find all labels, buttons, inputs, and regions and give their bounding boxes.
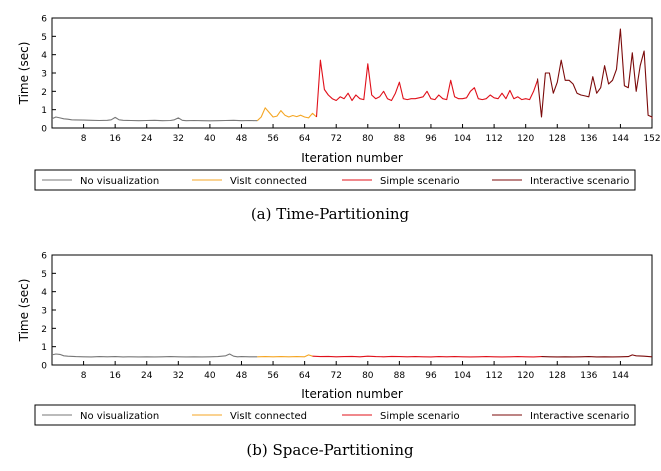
x-tick-label: 72 [330,371,341,381]
legend-label-interactive-scenario-b: Interactive scenario [530,411,629,422]
x-tick-label: 40 [204,134,216,144]
series-line-simple-scenario [315,59,539,118]
y-tick-label: 5 [41,270,47,280]
y-axis-label-b: Time (sec) [17,279,31,343]
x-tick-label: 72 [330,134,341,144]
x-tick-label: 40 [204,371,216,381]
x-axis-label-a: Iteration number [301,151,403,165]
y-tick-label: 0 [41,125,47,135]
x-tick-label: 128 [549,371,566,381]
series-line-interactive-scenario [541,354,653,358]
series-line-visit-connected [256,107,317,122]
y-tick-label: 3 [41,307,47,317]
x-tick-label: 16 [109,371,121,381]
series-line-no-visualization [51,116,258,122]
x-axis-label-b: Iteration number [301,387,403,401]
series-lines-b [51,353,653,358]
y-ticks-a: 0 1 2 3 4 5 6 [41,15,56,135]
x-ticks-a: 8 16 24 32 40 48 56 64 72 80 88 96 104 112 120 128 136 14… [81,124,661,144]
series-lines-a [51,28,653,122]
y-tick-label: 0 [41,362,47,372]
x-tick-label: 88 [394,371,406,381]
legend-label-visit-connected-a: VisIt connected [230,176,307,187]
x-tick-label: 56 [267,134,279,144]
y-tick-label: 1 [41,343,47,353]
x-tick-label: 104 [454,371,471,381]
x-tick-label: 136 [580,371,597,381]
y-tick-label: 4 [41,51,47,61]
series-line-interactive-scenario [536,28,653,119]
x-tick-label: 56 [267,371,279,381]
x-tick-label: 112 [486,134,503,144]
x-tick-label: 64 [299,371,311,381]
x-tick-label: 24 [141,371,153,381]
legend-label-simple-scenario-b: Simple scenario [380,411,460,422]
x-tick-label: 152 [643,134,660,144]
x-tick-label: 104 [454,134,471,144]
legend-label-interactive-scenario-a: Interactive scenario [530,176,629,187]
x-tick-label: 144 [612,134,629,144]
y-axis-label-a: Time (sec) [17,42,31,106]
series-line-visit-connected [257,354,313,358]
legend-a: No visualization VisIt connected Simple … [34,169,636,191]
legend-label-visit-connected-b: VisIt connected [230,411,307,422]
x-tick-label: 88 [394,134,406,144]
legend-label-no-visualization-b: No visualization [80,411,159,422]
x-tick-label: 24 [141,134,153,144]
x-tick-label: 8 [81,134,87,144]
y-tick-label: 5 [41,33,47,43]
x-tick-label: 32 [173,134,184,144]
plot-frame-b [51,254,653,366]
plot-frame-a [51,17,653,129]
x-tick-label: 136 [580,134,597,144]
legend-label-no-visualization-a: No visualization [80,176,159,187]
x-tick-label: 96 [425,134,437,144]
legend-frame-a [34,169,636,191]
series-line-simple-scenario [312,355,542,358]
x-tick-label: 112 [486,371,503,381]
x-tick-label: 120 [517,134,534,144]
y-tick-label: 4 [41,288,47,298]
x-tick-label: 80 [362,134,374,144]
x-tick-label: 144 [612,371,629,381]
x-tick-label: 96 [425,371,437,381]
x-tick-label: 32 [173,371,184,381]
x-tick-label: 16 [109,134,121,144]
x-tick-label: 128 [549,134,566,144]
caption-b: (b) Space-Partitioning [246,441,414,459]
x-tick-label: 8 [81,371,87,381]
caption-a: (a) Time-Partitioning [251,205,410,223]
y-tick-label: 2 [41,88,47,98]
y-tick-label: 6 [41,252,47,262]
x-tick-label: 64 [299,134,311,144]
y-tick-label: 3 [41,70,47,80]
x-tick-label: 120 [517,371,534,381]
x-tick-label: 48 [236,371,248,381]
legend-label-simple-scenario-a: Simple scenario [380,176,460,187]
y-tick-label: 6 [41,15,47,25]
x-tick-label: 80 [362,371,374,381]
legend-b: No visualization VisIt connected Simple … [34,404,636,426]
x-ticks-b: 8 16 24 32 40 48 56 64 72 80 88 96 104 112 120 128 136 14… [81,361,629,381]
x-tick-label: 48 [236,134,248,144]
legend-frame-b [34,404,636,426]
y-tick-label: 1 [41,106,47,116]
y-tick-label: 2 [41,325,47,335]
series-line-no-visualization [51,353,258,358]
y-ticks-b: 0 1 2 3 4 5 6 [41,252,56,372]
